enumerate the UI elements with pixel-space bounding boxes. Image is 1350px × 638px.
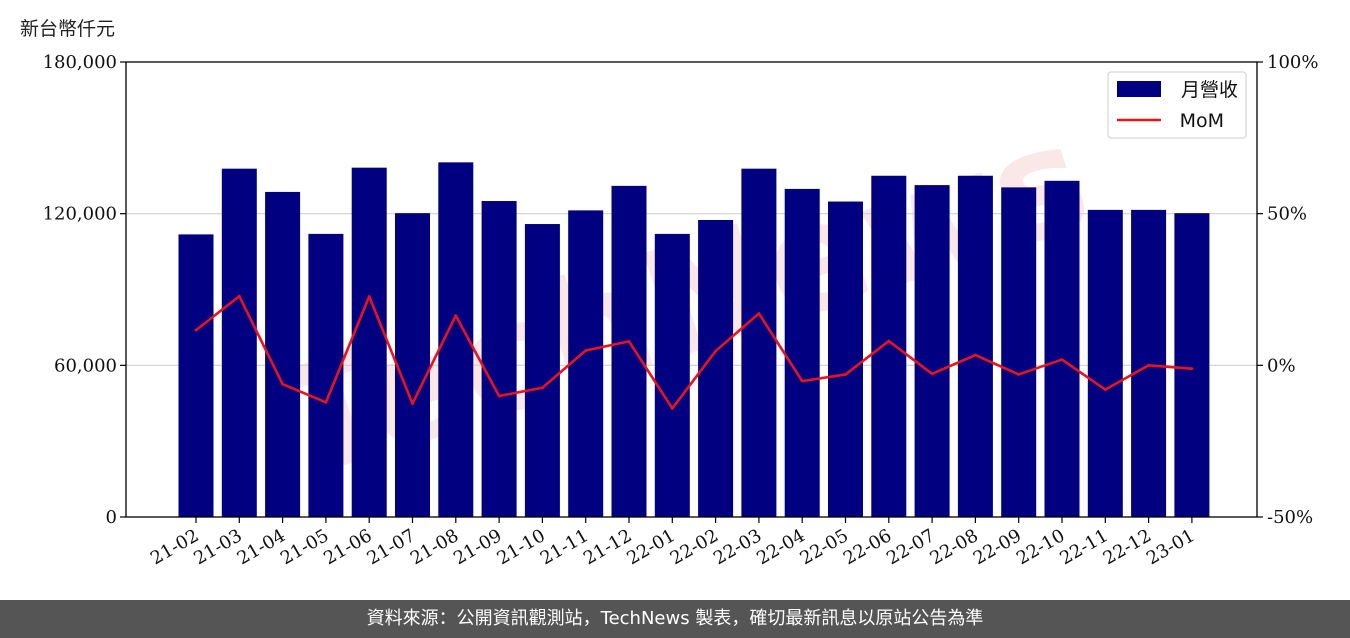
mom-point-21-07 [411, 402, 414, 405]
mom-point-21-04 [281, 382, 284, 386]
mom-point-22-11 [1103, 388, 1107, 391]
y-axis-unit-label: 新台幣仟元 [20, 18, 116, 40]
mom-point-22-07 [930, 372, 934, 376]
bar-22-01 [654, 233, 690, 517]
legend-label-revenue: 月營收 [1181, 79, 1238, 101]
bar-21-06 [351, 167, 387, 517]
mom-point-22-01 [670, 407, 674, 410]
bar-22-10 [1044, 180, 1080, 518]
y-right-tick-label: 50% [1267, 204, 1307, 225]
bar-21-12 [611, 185, 647, 517]
mom-point-21-03 [237, 294, 241, 298]
mom-point-21-11 [584, 349, 588, 352]
mom-point-21-08 [454, 314, 458, 317]
y-right-tick-label: 100% [1267, 52, 1318, 73]
bar-22-07 [914, 185, 950, 517]
plot-frame [125, 61, 1258, 518]
y-left-tick-label: 180,000 [43, 52, 117, 73]
revenue-chart: TechNews060,000120,000180,000-50%0%50%10… [43, 52, 1319, 569]
chart-area: TechNews060,000120,000180,000-50%0%50%10… [20, 18, 1319, 569]
bar-21-07 [395, 213, 430, 517]
bar-21-10 [524, 224, 560, 517]
x-tick-label-21-10: 21-10 [493, 525, 548, 569]
bar-22-06 [871, 175, 907, 517]
x-tick-label-21-07: 21-07 [364, 525, 419, 569]
x-tick-label-23-01: 23-01 [1143, 525, 1198, 569]
x-tick-label-22-04: 22-04 [753, 525, 808, 569]
bar-22-05 [828, 201, 863, 518]
mom-point-22-10 [1060, 358, 1064, 361]
mom-point-22-08 [974, 353, 977, 357]
mom-point-21-12 [627, 339, 631, 343]
source-footer: 資料來源：公開資訊觀測站，TechNews 製表，確切最新訊息以原站公告為準 [0, 600, 1350, 638]
y-right-tick-label: -50% [1267, 507, 1313, 528]
legend-swatch-revenue [1117, 81, 1161, 97]
bar-21-02 [178, 234, 214, 517]
x-tick-label-21-06: 21-06 [320, 525, 375, 569]
mom-point-21-09 [497, 394, 501, 398]
bar-22-08 [957, 175, 993, 517]
mom-point-22-12 [1147, 363, 1150, 367]
x-tick-label-21-03: 21-03 [190, 525, 245, 569]
bar-22-04 [784, 188, 820, 517]
mom-point-22-06 [887, 339, 891, 343]
mom-point-22-05 [844, 373, 847, 376]
bar-22-11 [1087, 209, 1123, 517]
mom-point-21-02 [194, 328, 198, 332]
x-tick-label-22-02: 22-02 [667, 525, 722, 569]
bar-21-04 [265, 191, 301, 517]
bar-21-11 [568, 210, 604, 517]
x-tick-label-22-06: 22-06 [840, 525, 895, 569]
x-tick-label-22-03: 22-03 [710, 525, 765, 569]
mom-point-21-10 [541, 386, 544, 390]
x-tick-label-21-04: 21-04 [234, 525, 289, 569]
mom-point-22-09 [1017, 373, 1021, 376]
x-tick-label-21-08: 21-08 [407, 525, 462, 569]
mom-point-22-02 [714, 349, 717, 353]
x-tick-label-21-02: 21-02 [147, 525, 202, 569]
x-tick-label-21-05: 21-05 [277, 525, 332, 569]
bar-22-09 [1001, 187, 1037, 517]
x-tick-label-22-10: 22-10 [1013, 525, 1068, 569]
y-right-tick-label: 0% [1267, 355, 1296, 376]
bar-22-12 [1131, 209, 1167, 517]
bar-22-03 [741, 168, 777, 517]
bar-23-01 [1174, 213, 1210, 517]
mom-point-23-01 [1190, 367, 1194, 371]
mom-point-22-03 [757, 312, 761, 315]
y-left-tick-label: 120,000 [43, 204, 117, 225]
mom-point-21-05 [324, 400, 328, 404]
x-tick-label-21-11: 21-11 [537, 525, 592, 569]
bar-21-03 [221, 168, 257, 517]
x-tick-label-21-09: 21-09 [450, 525, 505, 569]
mom-line [195, 294, 1192, 410]
y-left-tick-label: 60,000 [54, 355, 117, 376]
x-tick-label-22-05: 22-05 [797, 525, 852, 569]
mom-point-21-06 [367, 295, 371, 298]
y-left-tick-label: 0 [106, 507, 117, 528]
legend-label-mom: MoM [1180, 110, 1224, 132]
mom-point-22-04 [800, 379, 804, 383]
x-tick-label-22-09: 22-09 [970, 525, 1025, 569]
x-tick-label-22-12: 22-12 [1100, 525, 1155, 569]
x-tick-label-22-11: 22-11 [1056, 525, 1111, 569]
bar-21-09 [481, 201, 517, 517]
x-tick-label-22-08: 22-08 [926, 525, 981, 569]
x-tick-label-21-12: 21-12 [580, 525, 635, 569]
x-tick-label-22-07: 22-07 [883, 525, 938, 569]
x-tick-label-22-01: 22-01 [623, 525, 678, 569]
